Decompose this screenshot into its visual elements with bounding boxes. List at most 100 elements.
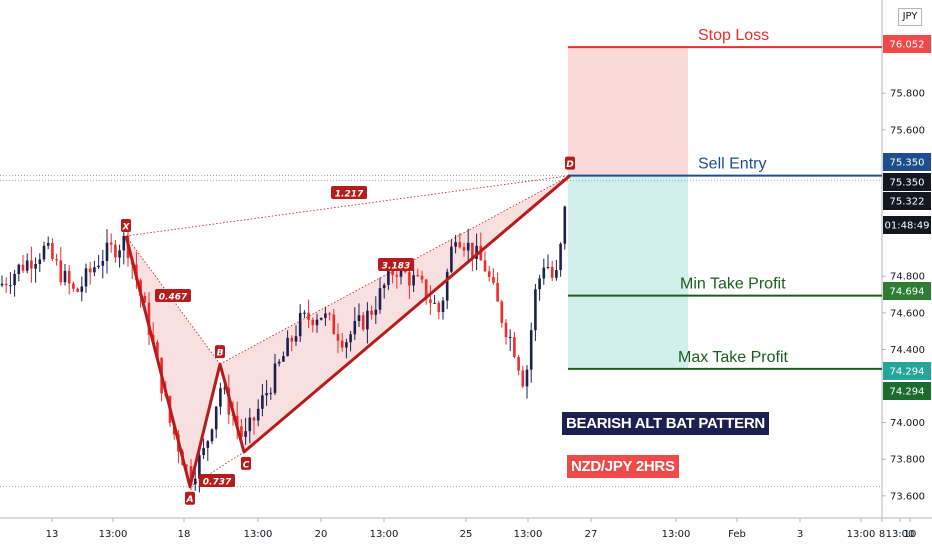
candle-body [248,417,252,432]
candle-body [4,283,8,286]
ratio-badge [199,474,235,487]
x-tick-label: 13:00 [886,529,915,540]
candle-body [202,447,205,456]
candle-body [424,279,428,300]
candle-body [277,361,281,364]
ratio-badge [378,258,414,271]
candle-body [471,242,474,260]
candle-body [387,269,390,285]
candle-body [63,270,67,283]
price-badge-label: 75.350 [890,158,925,169]
candle-body [290,337,294,342]
x-tick-label: 13:00 [99,529,128,540]
candle-body [13,273,16,286]
candle-body [156,342,159,358]
candle-body [93,267,96,273]
candle-body [412,275,415,286]
point-badge [121,218,131,232]
price-badge [883,282,931,300]
candle-body [445,271,449,301]
candle-body [307,312,310,320]
candle-body [286,337,289,357]
point-label-d: D [566,160,574,170]
candle-body [118,250,121,258]
candle-body [21,264,25,271]
candle-body [147,302,151,335]
candle-body [88,268,92,273]
candle-body [433,302,436,304]
x-tick-label: 13:00 [514,529,543,540]
x-tick-label: 10 [904,529,917,540]
candle-body [46,242,50,246]
x-tick-label: 25 [460,529,473,540]
y-tick-label: 73.600 [890,491,925,502]
level-label: Stop Loss [698,27,769,44]
candle-body [319,317,323,320]
candle-body [252,417,256,421]
candle-body [0,283,4,286]
point-label-b: B [217,349,224,359]
candle-body [38,259,42,264]
price-badge [883,153,931,171]
candle-body [198,455,201,479]
y-tick-label: 74.000 [890,418,925,429]
candle-body [508,337,512,339]
candle-body [109,242,113,245]
candle-body [240,426,243,437]
candle-body [67,270,71,284]
pattern-fill-xab [126,235,220,487]
candle-body [374,309,378,315]
point-badge [215,345,225,359]
candle-body [214,406,218,430]
candle-body [273,363,277,393]
reward-zone [568,175,688,369]
candle-body [361,315,365,330]
candle-body [336,334,340,341]
candle-body [534,289,537,331]
candle-body [51,242,54,260]
candle-body [17,264,21,274]
candle-body [466,242,470,251]
candle-body [219,388,222,407]
candle-body [349,334,352,343]
price-badge-label: 75.322 [890,197,925,208]
candle-body [235,415,239,427]
candle-body [101,260,105,266]
candle-body [513,337,516,357]
point-label-a: A [186,495,194,505]
candle-body [496,282,499,302]
candle-body [366,310,369,330]
candle-body [483,260,487,272]
currency-badge[interactable]: JPY [898,8,922,26]
candle-body [332,314,336,335]
candle-body [408,272,411,286]
candle-body [84,268,88,287]
level-label: Max Take Profit [678,349,789,366]
candle-body [72,283,75,289]
candle-body [521,370,525,387]
risk-zone [568,47,688,176]
candle-body [269,392,273,394]
candle-body [538,278,541,290]
candle-body [450,246,453,272]
candle-body [437,302,441,313]
candle-body [555,270,558,278]
level-label: Min Take Profit [680,276,786,293]
ratio-label: 1.217 [335,190,364,200]
ratio-label: 0.467 [159,293,188,303]
candle-body [311,319,315,326]
candle-body [303,312,306,314]
price-badge [883,192,931,210]
candle-body [210,429,214,442]
candle-body [399,266,403,277]
candle-body [340,340,344,348]
x-tick-label: 27 [585,529,598,540]
ratio-badge [331,186,367,199]
candle-body [378,288,382,310]
candle-body [420,275,424,280]
point-badge [565,156,575,170]
candle-body [143,295,147,303]
point-label-x: X [122,222,131,232]
